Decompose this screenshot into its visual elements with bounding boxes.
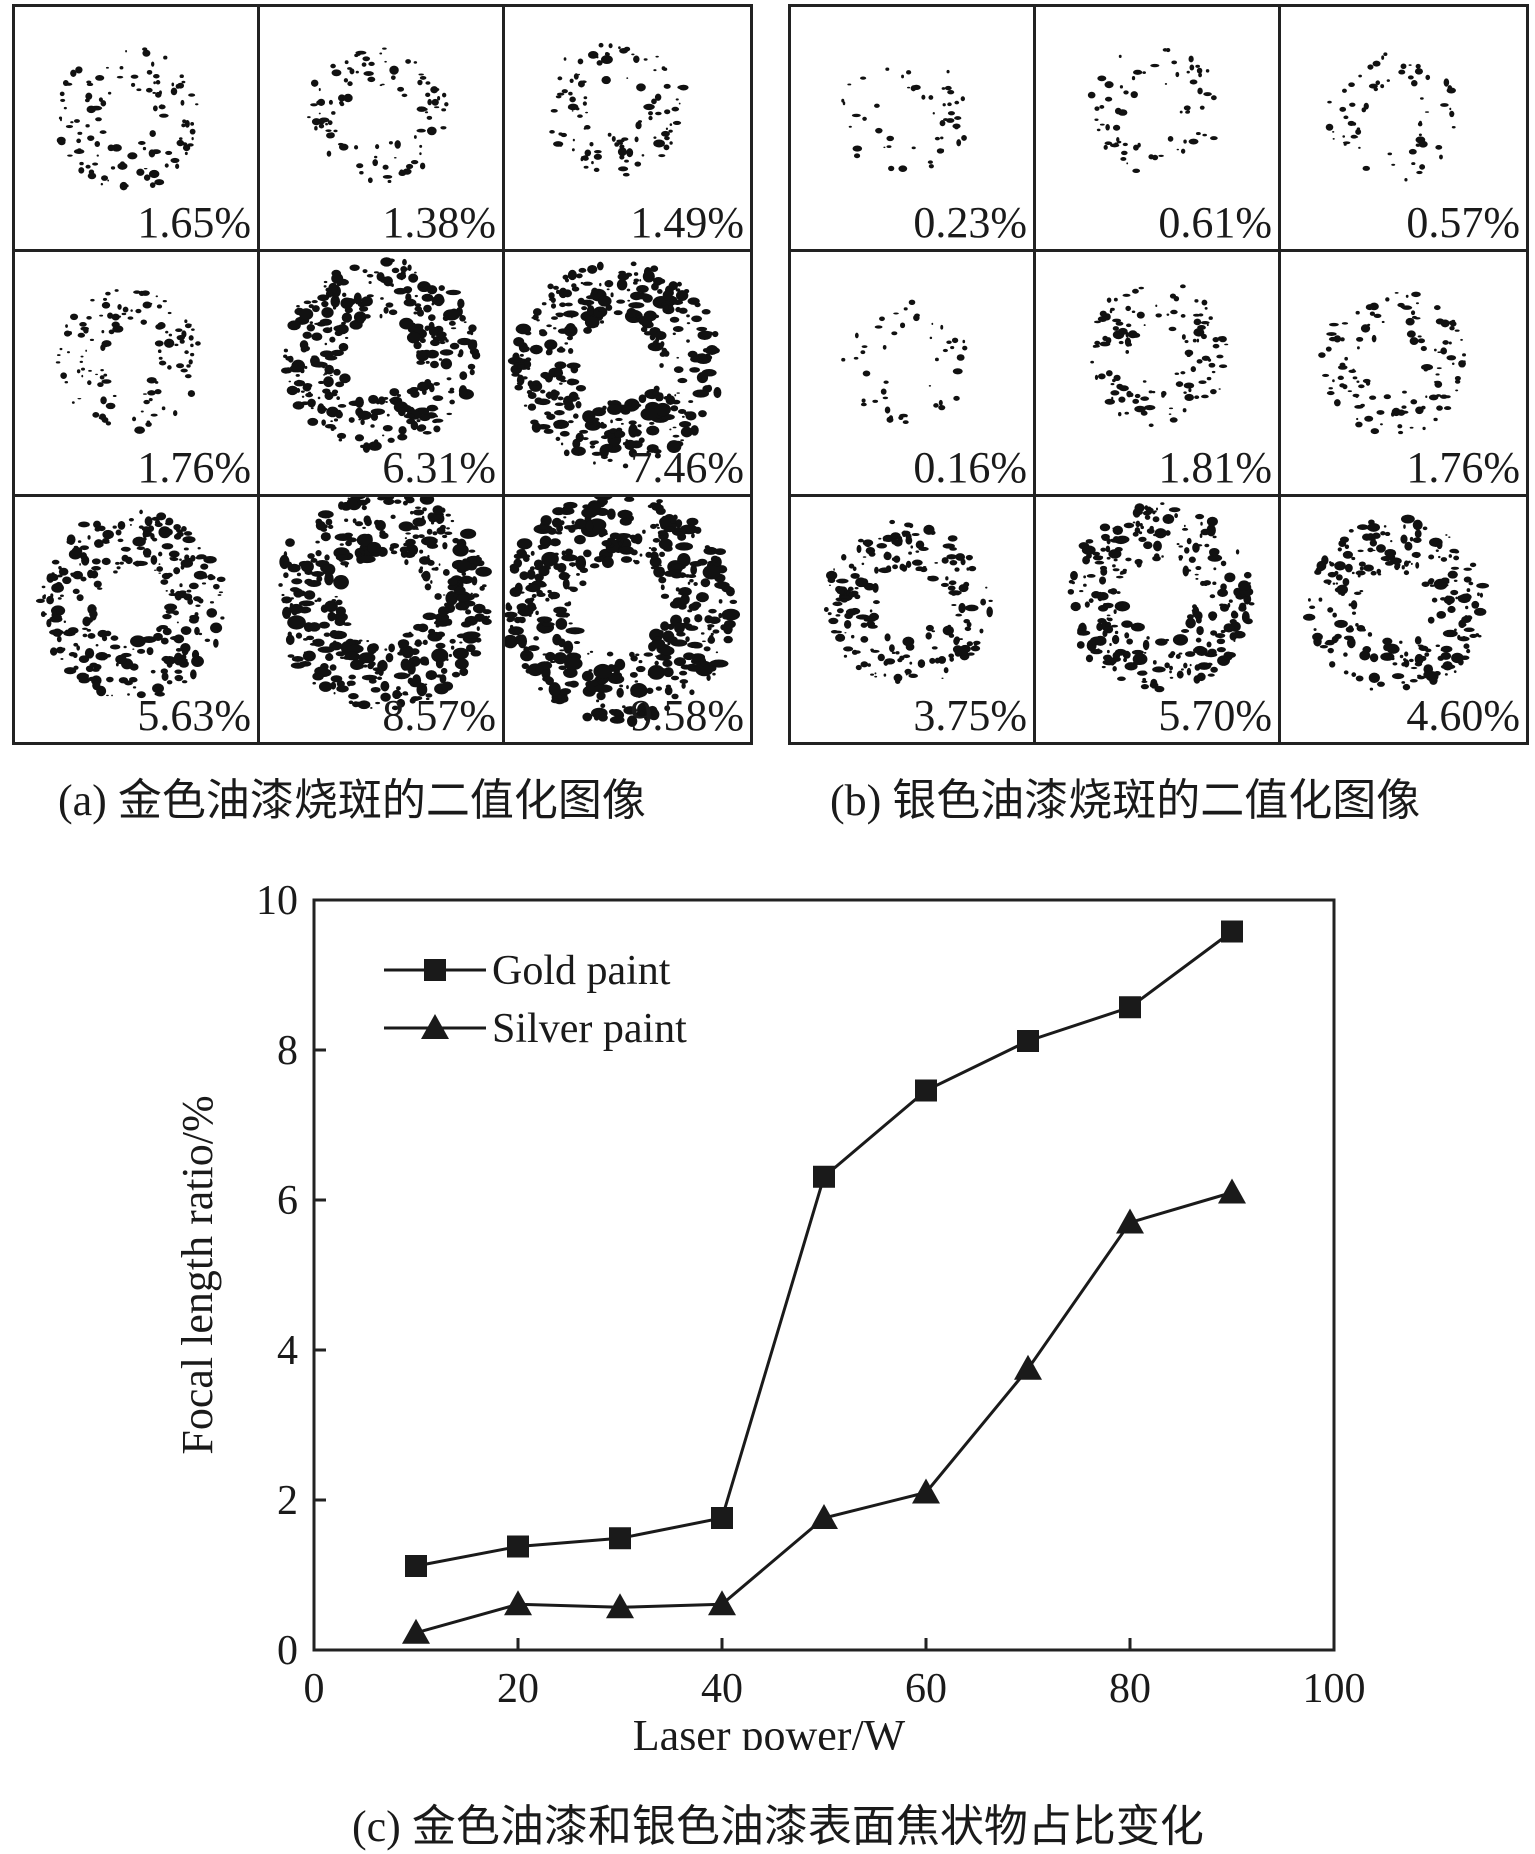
data-point-1: [915, 1079, 937, 1102]
panel-b-cell: 0.61%: [1036, 7, 1281, 252]
panel-a-caption: (a) 金色油漆烧斑的二值化图像: [58, 776, 646, 825]
coverage-percentage: 9.58%: [630, 691, 744, 740]
x-tick-label: 20: [497, 1666, 539, 1712]
y-axis-label: Focal length ratio/%: [173, 1095, 222, 1454]
burn-spot-image: [278, 497, 492, 711]
coverage-percentage: 5.63%: [137, 691, 251, 740]
panel-b-binary-images: 0.23% 0.61% 0.57% 0.16% 1.81% 1.76% 3.75% 5.70%…: [788, 4, 1529, 745]
panel-a-cell: 1.65%: [15, 7, 260, 252]
legend-marker: [424, 959, 446, 981]
panel-a-binary-images: 1.65% 1.38% 1.49% 1.76% 6.31% 7.46% 5.63% 8.57%…: [12, 4, 753, 745]
data-point-1: [609, 1527, 631, 1550]
panel-a-cell: 9.58%: [505, 497, 750, 742]
coverage-percentage: 0.16%: [913, 443, 1027, 492]
x-tick-label: 100: [1303, 1666, 1366, 1712]
panel-a-cell: 1.49%: [505, 7, 750, 252]
panel-b-cell: 0.57%: [1281, 7, 1526, 252]
data-point-2: [708, 1590, 736, 1616]
data-point-1: [711, 1507, 733, 1529]
coverage-percentage: 1.81%: [1158, 443, 1272, 492]
coverage-percentage: 1.49%: [630, 198, 744, 247]
burn-spot-image: [1318, 291, 1466, 435]
panel-b-cell: 3.75%: [791, 497, 1036, 742]
y-tick-label: 10: [256, 878, 298, 924]
burn-spot-image: [841, 299, 968, 425]
coverage-percentage: 0.61%: [1158, 198, 1272, 247]
burn-spot-image: [1303, 514, 1490, 691]
coverage-percentage: 4.60%: [1406, 691, 1520, 740]
panel-b-caption: (b) 银色油漆烧斑的二值化图像: [830, 776, 1421, 825]
coverage-percentage: 0.23%: [913, 198, 1027, 247]
coverage-percentage: 3.75%: [913, 691, 1027, 740]
panel-c-caption: (c) 金色油漆和银色油漆表面焦状物占比变化: [352, 1802, 1204, 1851]
panel-a-cell: 8.57%: [260, 497, 505, 742]
series-line-2: [415, 1191, 1233, 1635]
coverage-percentage: 8.57%: [382, 691, 496, 740]
burn-spot-image: [55, 289, 201, 434]
data-point-2: [402, 1618, 430, 1644]
panel-a-cell: 6.31%: [260, 252, 505, 497]
data-point-2: [1218, 1178, 1246, 1204]
burn-spot-image: [505, 497, 741, 727]
panel-a-cell: 1.38%: [260, 7, 505, 252]
coverage-percentage: 6.31%: [382, 443, 496, 492]
y-tick-label: 6: [277, 1178, 298, 1224]
y-tick-label: 4: [277, 1328, 298, 1374]
x-tick-label: 0: [304, 1666, 325, 1712]
panel-b-cell: 1.76%: [1281, 252, 1526, 497]
legend-label: Gold paint: [492, 948, 671, 994]
data-point-2: [1014, 1354, 1042, 1380]
y-tick-label: 8: [277, 1028, 298, 1074]
x-tick-label: 40: [701, 1666, 743, 1712]
y-tick-label: 0: [277, 1628, 298, 1674]
data-point-2: [504, 1590, 532, 1616]
plot-frame: [312, 898, 1336, 1652]
burn-spot-image: [1067, 502, 1255, 693]
data-point-1: [813, 1165, 835, 1188]
coverage-percentage: 1.76%: [137, 443, 251, 492]
burn-spot-image: [35, 509, 226, 699]
panel-a-cell: 5.63%: [15, 497, 260, 742]
coverage-percentage: 5.70%: [1158, 691, 1272, 740]
burn-spot-image: [1090, 284, 1229, 428]
data-point-1: [1119, 996, 1141, 1019]
coverage-percentage: 1.38%: [382, 198, 496, 247]
burn-spot-image: [1087, 47, 1218, 173]
panel-b-cell: 1.81%: [1036, 252, 1281, 497]
coverage-percentage: 1.76%: [1406, 443, 1520, 492]
data-point-2: [912, 1478, 940, 1504]
panel-a-cell: 1.76%: [15, 252, 260, 497]
coverage-percentage: 0.57%: [1406, 198, 1520, 247]
burn-spot-image: [549, 42, 689, 177]
line-chart: 0 20 40 60 80 100 0 2 4 6 8 10 Laser power/W Focal le…: [173, 878, 1366, 1750]
burn-spot-image: [307, 47, 449, 184]
data-point-2: [1116, 1208, 1144, 1234]
x-axis-label: Laser power/W: [633, 1711, 906, 1750]
panel-b-cell: 5.70%: [1036, 497, 1281, 742]
panel-b-cell: 0.16%: [791, 252, 1036, 497]
legend-marker: [421, 1014, 449, 1039]
burn-spot-image: [841, 67, 967, 172]
data-point-1: [405, 1555, 427, 1577]
x-tick-label: 80: [1109, 1666, 1151, 1712]
burn-spot-image: [1325, 52, 1456, 182]
x-tick-label: 60: [905, 1666, 947, 1712]
burn-spot-image: [56, 47, 199, 191]
data-point-1: [507, 1535, 529, 1558]
coverage-percentage: 7.46%: [630, 443, 744, 492]
panel-b-cell: 0.23%: [791, 7, 1036, 252]
panel-a-cell: 7.46%: [505, 252, 750, 497]
legend-label: Silver paint: [492, 1006, 687, 1052]
y-tick-label: 2: [277, 1478, 298, 1524]
coverage-percentage: 1.65%: [137, 198, 251, 247]
burn-spot-image: [507, 261, 722, 469]
data-point-1: [1017, 1030, 1039, 1052]
data-point-2: [606, 1593, 634, 1619]
burn-spot-image: [823, 519, 993, 685]
data-point-1: [1221, 920, 1243, 943]
data-point-2: [810, 1504, 838, 1529]
panel-b-cell: 4.60%: [1281, 497, 1526, 742]
burn-spot-image: [281, 257, 481, 453]
